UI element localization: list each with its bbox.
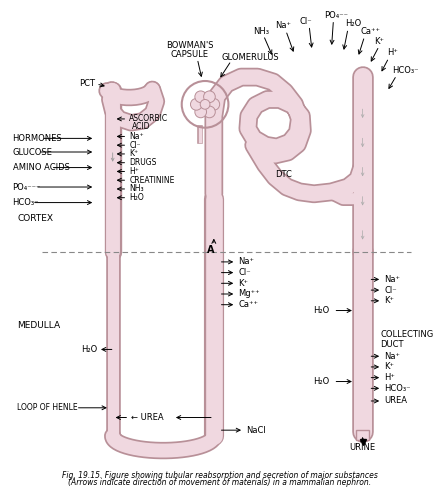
Text: MEDULLA: MEDULLA bbox=[17, 321, 60, 330]
Text: H₂O: H₂O bbox=[81, 345, 97, 354]
Text: NaCl: NaCl bbox=[246, 426, 266, 434]
Text: CAPSULE: CAPSULE bbox=[170, 50, 208, 59]
Circle shape bbox=[195, 106, 207, 118]
Text: PO₄⁻⁻⁻: PO₄⁻⁻⁻ bbox=[13, 183, 41, 191]
Text: ASCORBIC: ASCORBIC bbox=[129, 115, 169, 123]
Text: H⁺: H⁺ bbox=[129, 167, 139, 176]
Text: PCT: PCT bbox=[79, 79, 95, 89]
Text: HCO₃⁻: HCO₃⁻ bbox=[384, 384, 410, 393]
Text: Fig. 19.15. Figure showing tubular reabsorption and secretion of major substance: Fig. 19.15. Figure showing tubular reabs… bbox=[62, 471, 378, 480]
Text: PO₄⁻⁻: PO₄⁻⁻ bbox=[324, 11, 348, 20]
Text: K⁺: K⁺ bbox=[129, 150, 138, 158]
Text: H₂O: H₂O bbox=[313, 377, 329, 386]
Text: NH₃: NH₃ bbox=[253, 27, 269, 36]
Text: GLOMERULUS: GLOMERULUS bbox=[222, 53, 279, 62]
Text: ACID: ACID bbox=[132, 122, 151, 131]
Circle shape bbox=[200, 99, 210, 109]
Text: H₂O: H₂O bbox=[313, 306, 329, 315]
Text: Na⁺: Na⁺ bbox=[238, 257, 254, 266]
Text: Na⁺: Na⁺ bbox=[384, 352, 400, 361]
Text: K⁺: K⁺ bbox=[374, 36, 384, 46]
Text: K⁺: K⁺ bbox=[384, 296, 394, 306]
Text: Cl⁻: Cl⁻ bbox=[129, 141, 141, 150]
Text: GLUCOSE: GLUCOSE bbox=[13, 148, 52, 156]
Text: H₂O: H₂O bbox=[129, 193, 144, 202]
Text: BOWMAN'S: BOWMAN'S bbox=[166, 40, 213, 50]
Text: COLLECTING: COLLECTING bbox=[380, 330, 434, 339]
Text: DRUGS: DRUGS bbox=[129, 158, 156, 167]
Text: (Arrows indicate direction of movement of materials) in a mammalian nephron.: (Arrows indicate direction of movement o… bbox=[68, 478, 371, 487]
Text: H₂O: H₂O bbox=[345, 19, 361, 28]
Text: DUCT: DUCT bbox=[380, 340, 404, 349]
Text: A: A bbox=[207, 245, 215, 255]
Circle shape bbox=[204, 106, 215, 118]
Circle shape bbox=[190, 98, 202, 110]
Text: HCO₃⁻: HCO₃⁻ bbox=[13, 198, 39, 207]
Text: CORTEX: CORTEX bbox=[17, 214, 53, 223]
Text: HORMONES: HORMONES bbox=[13, 134, 62, 143]
Text: CREATININE: CREATININE bbox=[129, 176, 175, 184]
Text: Cl⁻: Cl⁻ bbox=[299, 17, 312, 26]
Text: Cl⁻: Cl⁻ bbox=[238, 268, 251, 277]
Text: Na⁺: Na⁺ bbox=[129, 132, 144, 141]
FancyBboxPatch shape bbox=[356, 430, 369, 440]
Text: DTC: DTC bbox=[275, 170, 292, 179]
Text: AMINO ACIDS: AMINO ACIDS bbox=[13, 163, 69, 172]
Text: Na⁺: Na⁺ bbox=[384, 275, 400, 284]
Text: H⁺: H⁺ bbox=[387, 48, 398, 57]
Text: NH₃: NH₃ bbox=[129, 184, 144, 193]
Circle shape bbox=[204, 91, 215, 103]
Text: Cl⁻: Cl⁻ bbox=[384, 286, 396, 295]
Text: Ca⁺⁺: Ca⁺⁺ bbox=[361, 27, 381, 36]
Text: URINE: URINE bbox=[350, 443, 375, 452]
Text: H⁺: H⁺ bbox=[384, 373, 395, 382]
Text: ← UREA: ← UREA bbox=[131, 413, 163, 422]
Circle shape bbox=[208, 98, 219, 110]
Text: K⁺: K⁺ bbox=[384, 363, 394, 371]
Text: HCO₃⁻: HCO₃⁻ bbox=[392, 66, 418, 75]
Text: LOOP OF HENLE: LOOP OF HENLE bbox=[17, 403, 78, 412]
Text: Mg⁺⁺: Mg⁺⁺ bbox=[238, 289, 260, 299]
Text: Ca⁺⁺: Ca⁺⁺ bbox=[238, 300, 258, 309]
Text: Na⁺: Na⁺ bbox=[275, 21, 291, 30]
Text: K⁺: K⁺ bbox=[238, 279, 248, 288]
Circle shape bbox=[195, 91, 207, 103]
Text: UREA: UREA bbox=[384, 397, 407, 405]
